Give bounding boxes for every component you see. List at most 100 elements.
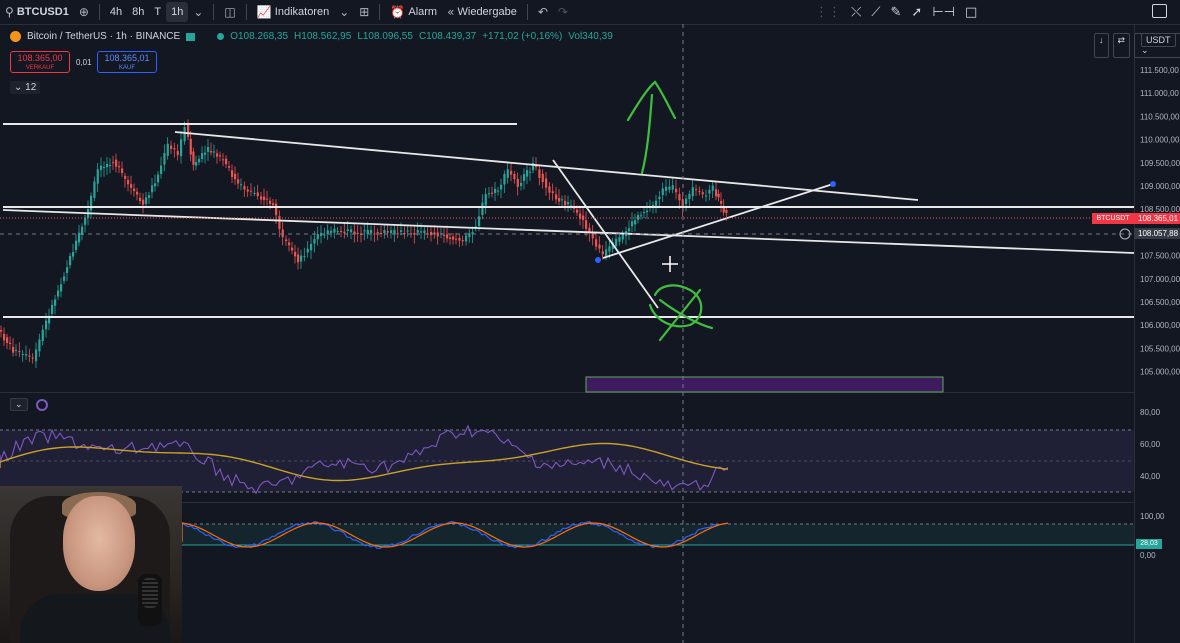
candle-body [109,164,112,166]
candle-body [100,165,103,171]
candle-body [715,189,718,197]
candle-body [643,211,646,213]
indicator-collapse-toggle[interactable]: ⌄ 12 [10,81,41,94]
flag-icon[interactable] [186,32,196,41]
replay-label: Wiedergabe [457,6,517,18]
candle-body [720,200,723,204]
legend-high: H108.562,95 [294,31,352,42]
candle-body [631,221,634,227]
brush-icon[interactable]: ✎ [890,4,902,20]
drag-handle-icon[interactable]: ⋮⋮ [815,4,841,20]
price-axis-tick: 106.000,00 [1140,321,1180,330]
download-icon[interactable]: ↓ [1094,33,1109,58]
chart-type-button[interactable]: ◫ [219,0,240,24]
undo-button[interactable]: ↶ [533,0,553,24]
candle-body [725,209,728,214]
add-symbol-button[interactable]: ⊕ [74,0,94,24]
currency-label: USDT [1141,33,1176,47]
search-icon: ⚲ [5,5,14,19]
redo-button[interactable]: ↷ [553,0,573,24]
chart-legend: Bitcoin / TetherUS · 1h · BINANCE O108.2… [10,31,613,42]
candle-body [376,232,379,234]
separator [526,4,528,20]
candle-body [526,170,529,177]
candle-body [510,170,513,175]
indicators-button[interactable]: 📈 Indikatoren [252,0,334,24]
candle-body [708,189,711,194]
rsi-indicator-icon[interactable] [35,398,48,411]
timeframe-dropdown[interactable]: ⌄ [188,0,208,24]
candle-body [576,209,579,213]
settings-icon[interactable]: ⇄ [1112,33,1131,58]
candle-body [63,276,66,281]
replay-button[interactable]: « Wiedergabe [442,0,522,24]
candle-body [3,333,6,341]
candle-body [520,182,523,187]
ray-icon[interactable]: ➚ [911,4,923,20]
candle-body [154,183,157,187]
buy-button[interactable]: 108.365,01 KAUF [97,51,157,73]
fullscreen-icon[interactable] [1152,4,1167,18]
candle-body [449,237,452,239]
timeframe-8h[interactable]: 8h [132,6,145,18]
candle-body [506,169,509,178]
legend-close: C108.439,37 [418,31,477,42]
buy-price: 108.365,01 [104,53,150,63]
candle-body [396,233,399,235]
candle-body [532,162,535,171]
candle-body [573,207,576,209]
trend-tool-icon[interactable]: ⟋ [871,4,881,20]
candle-body [228,166,231,168]
candle-body [585,220,588,229]
candle-body [316,234,319,240]
timeframe-day[interactable]: T [154,6,162,18]
layouts-button[interactable]: ⊞ [354,0,374,24]
sell-button[interactable]: 108.365,00 VERKAUF [10,51,70,73]
candle-body [6,337,9,343]
candle-body [173,148,176,150]
candle-body [591,232,594,239]
symbol-price-tag: BTCUSDT [1092,213,1134,224]
candle-body [288,242,291,246]
candle-body [705,195,708,197]
chevron-down-icon[interactable]: ⌄ [10,398,28,411]
candle-body [628,228,631,232]
currency-select[interactable]: USDT ⌄ [1134,33,1180,58]
candle-body [291,247,294,251]
measure-icon[interactable]: ⊢⊣ [932,4,955,20]
symbol-search[interactable]: ⚲ BTCUSD1 [0,0,74,24]
candle-body [51,304,54,314]
candle-body [66,267,69,273]
candle-body [618,237,621,242]
rectangle-icon[interactable]: □ [964,4,978,20]
candle-body [671,185,674,190]
descending-trendline [174,131,919,201]
candle-body [306,248,309,253]
timeframe-1h[interactable]: 1h [166,2,189,22]
candle-body [383,230,386,234]
alarm-button[interactable]: ⏰ Alarm [385,0,442,24]
candle-body [390,230,393,234]
line-tool-icon[interactable]: ⤬ [851,4,862,20]
candle-body [516,178,519,187]
candle-body [72,251,75,257]
candle-body [330,230,333,233]
candle-body [136,191,139,195]
candle-body [112,162,115,164]
indicators-dropdown[interactable]: ⌄ [334,0,354,24]
candle-body [478,216,481,227]
candle-body [294,252,297,257]
candle-body [225,158,228,165]
trendline-handle [830,181,836,187]
candle-body [222,159,225,161]
timeframe-4h[interactable]: 4h [109,6,123,18]
candle-body [416,230,419,233]
candle-body [195,162,198,166]
candle-body [340,231,343,233]
candle-body [303,256,306,258]
candle-body [148,195,151,198]
candle-body [538,169,541,178]
candle-body [219,155,222,157]
candle-body [535,165,538,168]
